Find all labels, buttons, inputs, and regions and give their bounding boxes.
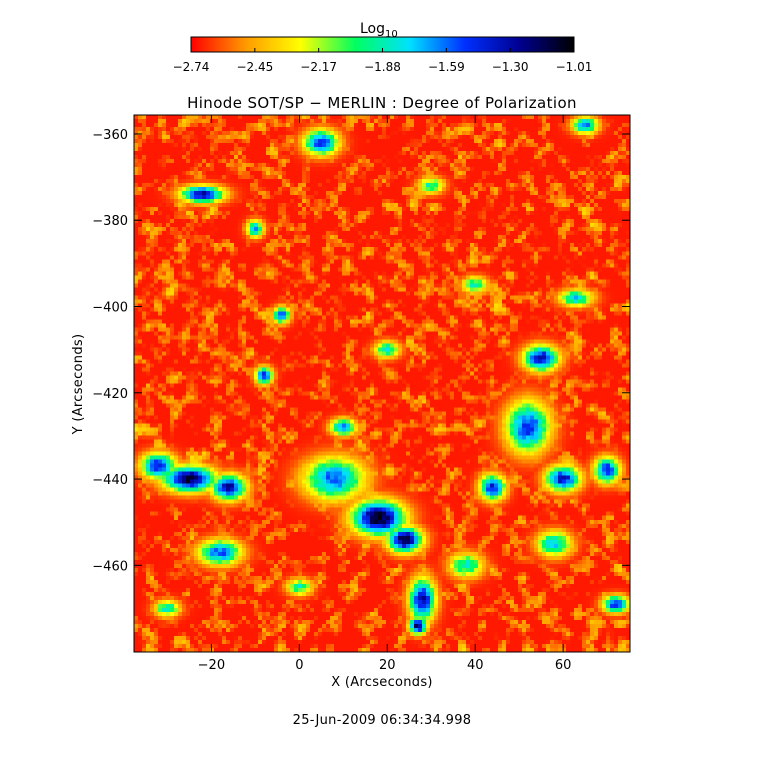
x-axis-ticks: −20 0 20 40 60 <box>198 115 572 673</box>
colorbar-tick-label: −2.45 <box>236 60 273 74</box>
plot-frame <box>133 114 631 653</box>
y-tick-label: −460 <box>92 559 128 574</box>
x-tick-label: 0 <box>295 658 303 673</box>
y-tick-label: −360 <box>92 128 128 143</box>
heatmap-image <box>134 115 630 652</box>
colorbar: Log10 −2.74 −2.45 −2.17 −1.88 −1.59 −1.30 −1.0… <box>173 21 593 74</box>
y-tick-label: −400 <box>92 301 128 316</box>
y-axis-label: Y (Arcseconds) <box>71 334 86 436</box>
timestamp: 25-Jun-2009 06:34:34.998 <box>292 713 472 728</box>
y-tick-label: −440 <box>92 473 128 488</box>
colorbar-ticks: −2.74 −2.45 −2.17 −1.88 −1.59 −1.30 −1.01 <box>173 48 593 74</box>
colorbar-tick-label: −1.88 <box>364 60 401 74</box>
colorbar-tick-label: −2.17 <box>300 60 337 74</box>
x-tick-label: 20 <box>379 658 396 673</box>
figure: Log10 −2.74 −2.45 −2.17 −1.88 −1.59 −1.30 −1.0… <box>71 21 631 690</box>
x-axis-label: X (Arcseconds) <box>331 675 433 690</box>
x-tick-label: 40 <box>467 658 484 673</box>
colorbar-tick-label: −1.30 <box>492 60 529 74</box>
chart-title: Hinode SOT/SP − MERLIN : Degree of Polar… <box>187 94 577 112</box>
y-tick-label: −380 <box>92 214 128 229</box>
colorbar-tick-label: −1.01 <box>556 60 593 74</box>
colorbar-tick-label: −2.74 <box>173 60 210 74</box>
plot-area: −20 0 20 40 60 −460 −440 −420 −400 −380 −360 <box>92 114 631 673</box>
x-tick-label: −20 <box>198 658 225 673</box>
y-tick-label: −420 <box>92 387 128 402</box>
colorbar-label-base: Log <box>360 21 385 37</box>
x-tick-label: 60 <box>555 658 572 673</box>
colorbar-label-subscript: 10 <box>385 29 398 40</box>
colorbar-label: Log10 <box>360 21 398 40</box>
colorbar-tick-label: −1.59 <box>428 60 465 74</box>
y-axis-ticks: −460 −440 −420 −400 −380 −360 <box>92 128 630 574</box>
